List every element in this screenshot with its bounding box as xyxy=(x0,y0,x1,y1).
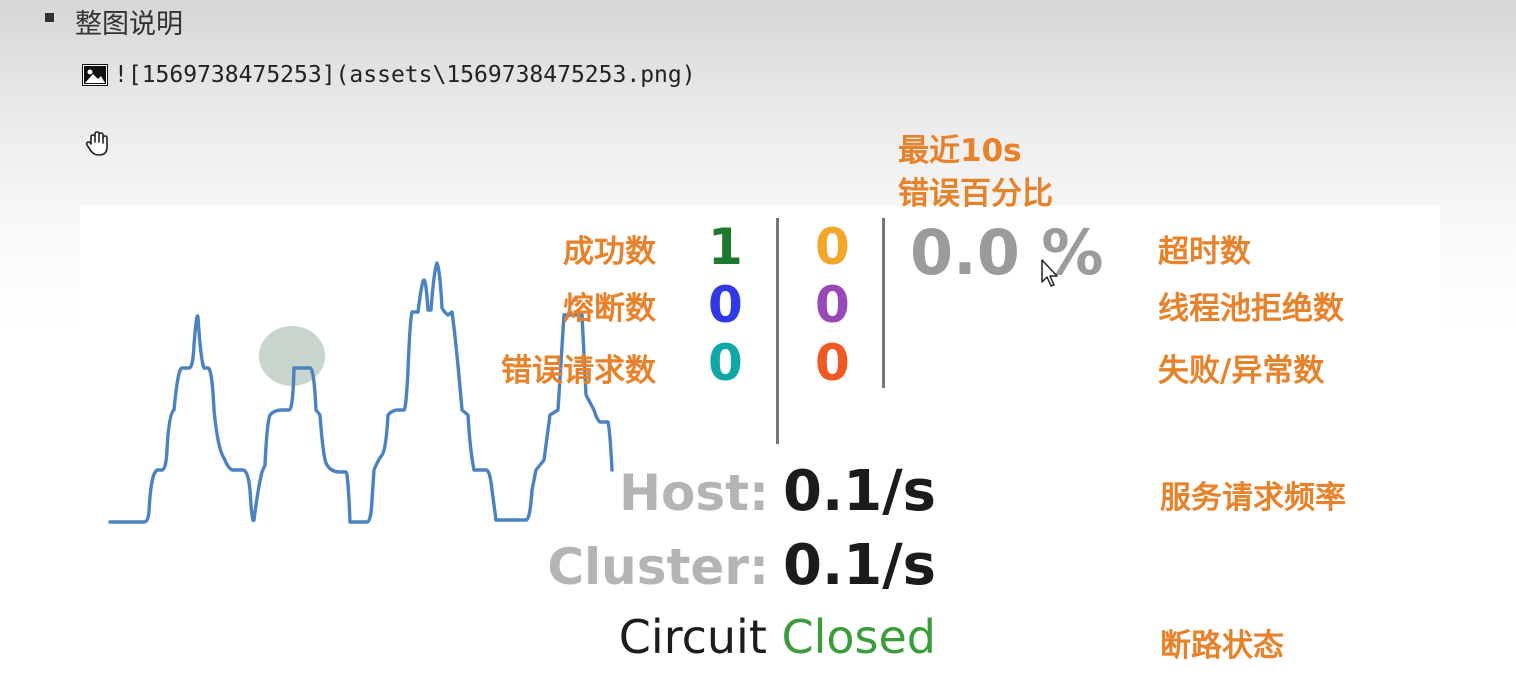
mouse-pointer-icon xyxy=(1041,259,1058,287)
rejected-count: 0 xyxy=(815,276,850,334)
cluster-rate-value: 0.1/s xyxy=(783,533,936,598)
failure-count-label: 失败/异常数 xyxy=(1158,353,1325,389)
column-separator xyxy=(776,218,779,444)
short-circuit-count: 0 xyxy=(708,276,743,334)
success-count-label: 成功数 xyxy=(563,234,656,270)
error-percentage: 0.0 % xyxy=(910,216,1104,289)
host-label: Host: xyxy=(619,464,769,522)
circuit-state-label: 断路状态 xyxy=(1160,628,1284,664)
bad-request-count-label: 错误请求数 xyxy=(501,353,656,389)
column-separator xyxy=(882,218,885,388)
traffic-sparkline xyxy=(108,261,614,524)
list-bullet xyxy=(45,13,54,22)
circuit-status-row: Circuit Closed xyxy=(619,614,936,660)
image-icon xyxy=(82,64,108,86)
cluster-label: Cluster: xyxy=(547,538,769,596)
rejected-count-label: 线程池拒绝数 xyxy=(1158,291,1344,327)
circuit-closed-status: Closed xyxy=(781,610,936,664)
error-percent-label: 错误百分比 xyxy=(898,176,1053,212)
request-rate-label: 服务请求频率 xyxy=(1160,480,1346,516)
hystrix-dashboard-panel xyxy=(80,205,1440,690)
hand-cursor-icon xyxy=(85,131,108,156)
timeout-count-label: 超时数 xyxy=(1158,234,1251,270)
image-link-text: ![1569738475253](assets\1569738475253.pn… xyxy=(114,62,696,88)
current-request-circle xyxy=(259,326,325,386)
short-circuit-count-label: 熔断数 xyxy=(563,291,656,327)
recent-10s-label: 最近10s xyxy=(898,133,1022,169)
image-markdown-line[interactable]: ![1569738475253](assets\1569738475253.pn… xyxy=(82,62,696,88)
success-count: 1 xyxy=(708,218,743,276)
failure-count: 0 xyxy=(815,334,850,392)
cluster-rate-row: Cluster: 0.1/s xyxy=(547,538,936,594)
circuit-label: Circuit xyxy=(618,610,767,664)
timeout-count: 0 xyxy=(815,218,850,276)
section-heading: 整图说明 xyxy=(75,9,183,40)
host-rate-row: Host: 0.1/s xyxy=(619,464,936,520)
host-rate-value: 0.1/s xyxy=(783,459,936,524)
bad-request-count: 0 xyxy=(708,334,743,392)
